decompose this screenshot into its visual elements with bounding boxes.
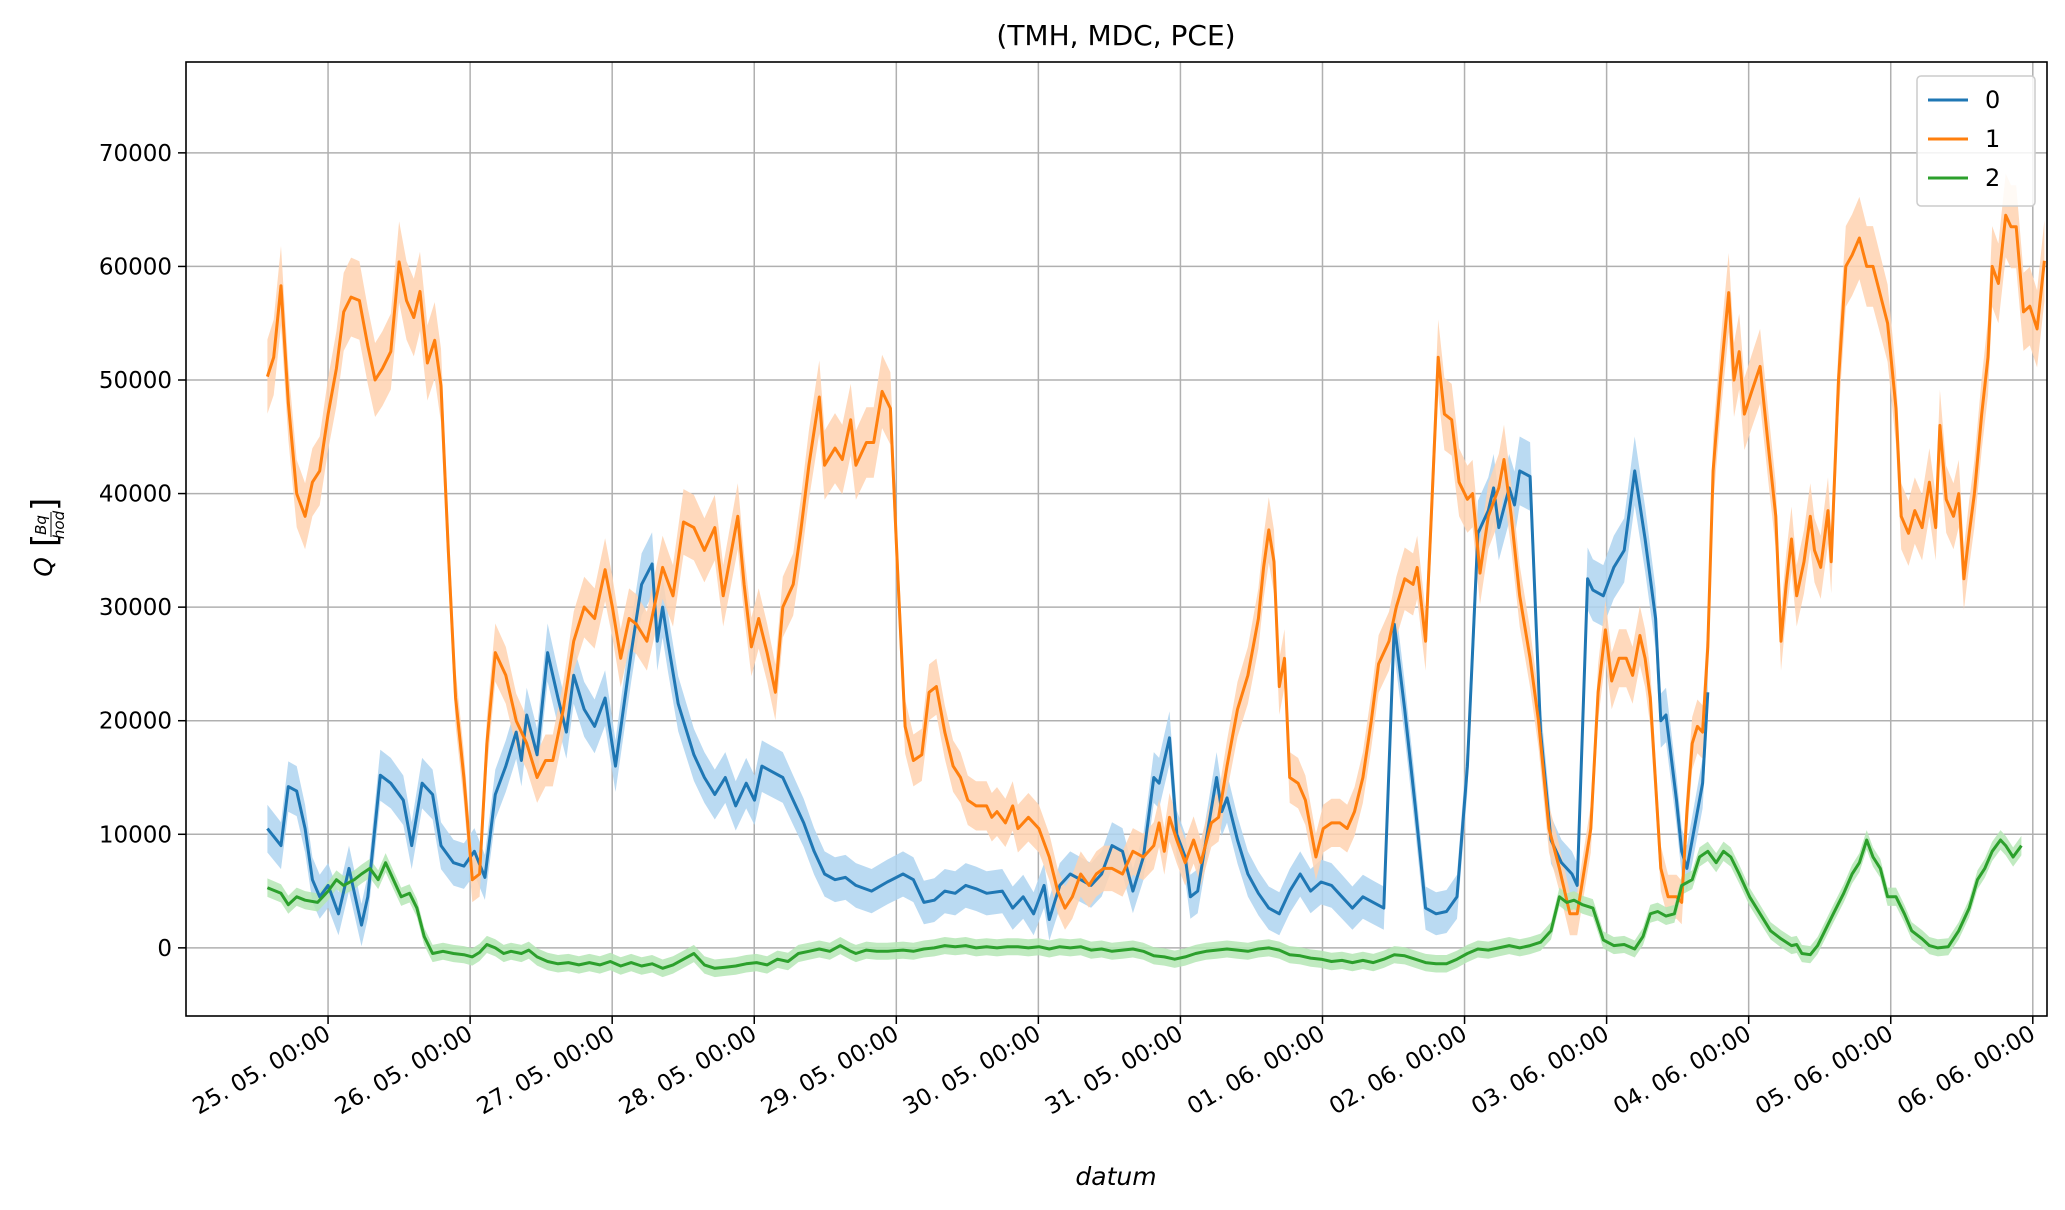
series-lines — [265, 213, 2046, 970]
y-axis-unit-denominator: hod — [50, 510, 68, 539]
plot-frame — [185, 61, 2048, 1017]
y-axis-label-bracket-open: [ — [25, 534, 65, 547]
y-tick-label: 20000 — [99, 709, 172, 735]
legend-label-0: 0 — [1985, 86, 2000, 114]
y-tick-label: 50000 — [99, 368, 172, 394]
y-tick-label: 70000 — [99, 141, 172, 167]
y-axis-label: Q [ Bq hod ] — [25, 498, 68, 577]
legend-box — [1916, 75, 2036, 207]
grid — [186, 62, 2047, 1016]
y-tick-label: 30000 — [99, 595, 172, 621]
series-2-band — [267, 830, 2022, 978]
series-1-band — [267, 173, 2045, 936]
x-axis-label: datum — [1075, 1162, 1156, 1191]
legend-label-2: 2 — [1985, 164, 2000, 192]
y-tick-label: 0 — [157, 936, 172, 962]
y-tick-label: 60000 — [99, 254, 172, 280]
series-2-line — [266, 838, 2023, 970]
y-tick-label: 40000 — [99, 482, 172, 508]
y-axis-unit-numerator: Bq — [32, 515, 50, 535]
series-0-line — [266, 469, 1710, 927]
y-axis: 0 10000 20000 30000 40000 50000 60000 70000 — [99, 141, 186, 962]
chart-title: (TMH, MDC, PCE) — [996, 19, 1235, 52]
series-1-line — [265, 213, 2046, 916]
y-axis-label-symbol: Q — [29, 557, 58, 577]
legend-label-1: 1 — [1985, 125, 2000, 153]
legend: 0 1 2 — [1916, 75, 2036, 207]
y-axis-label-bracket-close: ] — [25, 498, 65, 511]
y-tick-label: 10000 — [99, 822, 172, 848]
